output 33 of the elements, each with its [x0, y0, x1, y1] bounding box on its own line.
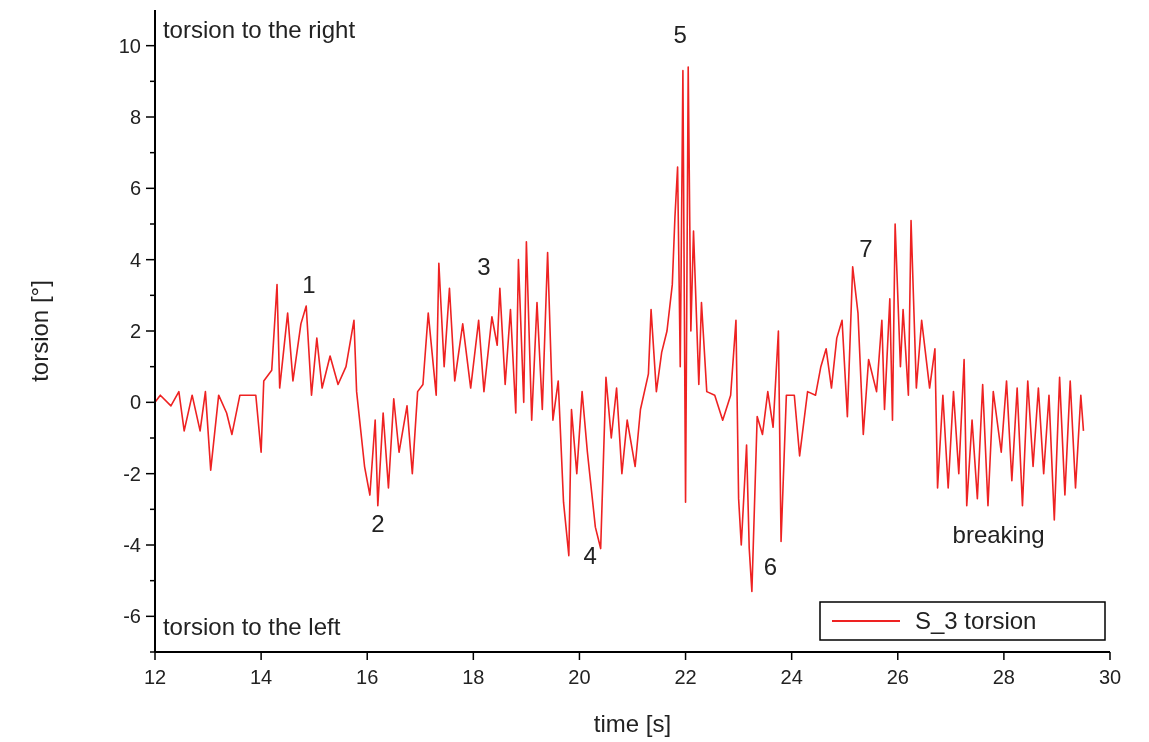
annotation: 7: [859, 235, 873, 263]
annotation: 2: [371, 510, 385, 537]
annotation: breaking: [952, 520, 1045, 548]
y-tick-label: 0: [129, 391, 141, 414]
annotation: 6: [763, 552, 778, 580]
y-tick-label: -2: [123, 462, 141, 485]
annotation: 3: [477, 253, 491, 281]
annotation: 4: [583, 542, 597, 570]
x-tick-label: 24: [780, 666, 803, 688]
annotation: 5: [673, 21, 687, 49]
y-tick-label: 2: [129, 320, 141, 342]
legend-label: S_3 torsion: [915, 607, 1037, 635]
annotation: torsion to the left: [162, 613, 341, 641]
y-tick-label: -6: [123, 605, 141, 628]
x-tick-label: 30: [1098, 666, 1122, 688]
x-tick-label: 14: [249, 666, 273, 688]
x-tick-label: 20: [568, 666, 591, 688]
x-tick-label: 18: [462, 666, 485, 688]
x-axis-title: time [s]: [593, 710, 672, 737]
annotation: 1: [302, 271, 316, 299]
y-tick-label: 8: [129, 106, 141, 128]
y-tick-label: 6: [129, 177, 141, 200]
y-tick-label: 4: [129, 248, 141, 271]
x-tick-label: 12: [143, 666, 167, 688]
y-tick-label: -4: [123, 534, 141, 556]
x-tick-label: 16: [356, 666, 379, 688]
y-axis-title: torsion [°]: [26, 280, 53, 382]
line-series: [154, 66, 1085, 593]
x-tick-label: 22: [674, 666, 697, 688]
y-tick-label: 10: [118, 34, 141, 57]
annotation: torsion to the right: [162, 16, 356, 44]
x-tick-label: 26: [886, 666, 909, 688]
x-tick-label: 28: [992, 666, 1016, 688]
